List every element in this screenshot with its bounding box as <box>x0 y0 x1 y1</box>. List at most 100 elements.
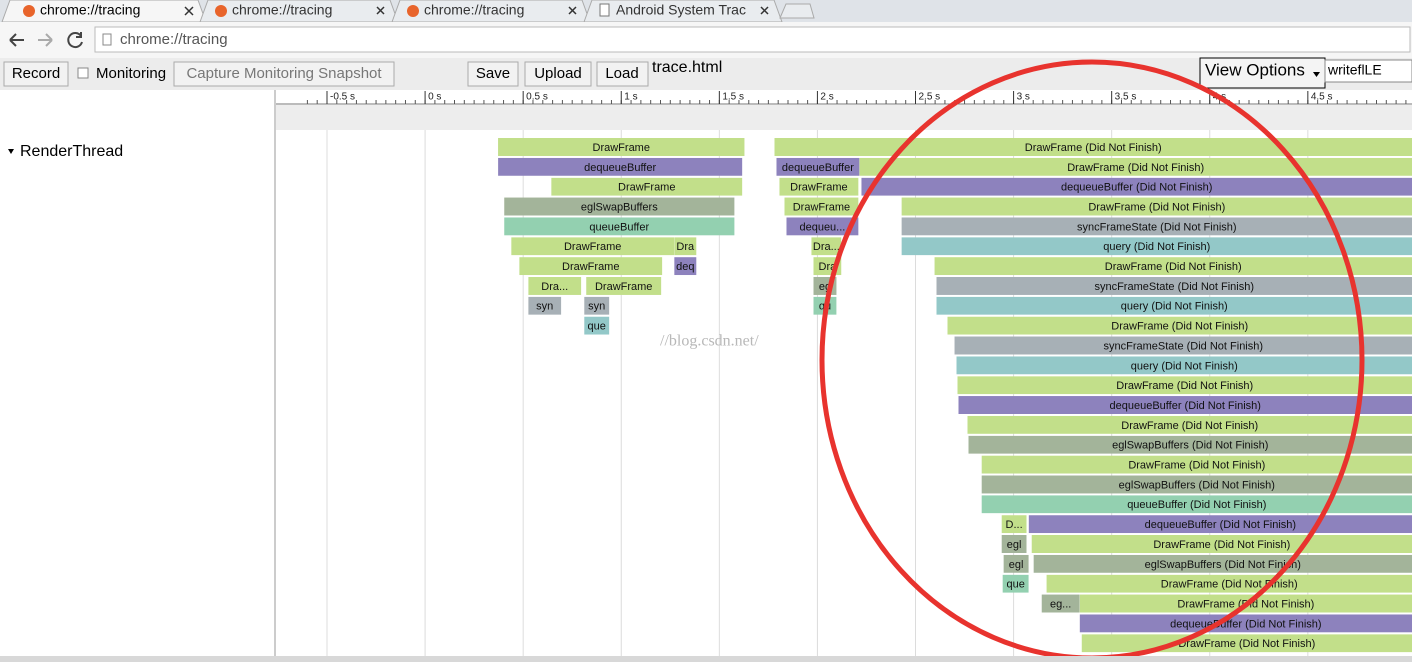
slice-bar <box>981 495 1412 514</box>
expand-arrow[interactable] <box>8 149 14 154</box>
slice: DrawFrame (Did Not Finish) <box>957 376 1412 395</box>
tab-title: chrome://tracing <box>424 2 524 18</box>
slice-label: dequeueBuffer <box>584 162 656 174</box>
slice-bar <box>1031 535 1412 553</box>
slice-label: DrawFrame (Did Not Finish) <box>1153 539 1290 551</box>
scrollbar[interactable] <box>0 656 1412 662</box>
slice: egl <box>1003 554 1029 573</box>
filename: trace.html <box>652 59 722 76</box>
slice: syncFrameState (Did Not Finish) <box>901 217 1412 236</box>
slice-label: DrawFrame <box>618 182 675 194</box>
slice-bar <box>901 217 1412 236</box>
slice-bar <box>528 276 582 295</box>
slice: DrawFrame (Did Not Finish) <box>774 138 1412 156</box>
slice: syncFrameState (Did Not Finish) <box>936 276 1412 295</box>
address-input[interactable] <box>94 26 1411 53</box>
slice-bar <box>901 237 1412 256</box>
slice-label: deq <box>676 261 694 273</box>
x-tick-label: 2 s <box>820 92 833 103</box>
slice-bar <box>528 296 562 315</box>
slice-label: DrawFrame (Did Not Finish) <box>1067 162 1204 174</box>
slice-bar <box>934 257 1412 276</box>
slice: eglSwapBuffers <box>504 197 735 216</box>
slice: syncFrameState (Did Not Finish) <box>954 336 1412 355</box>
slice-bar <box>498 157 743 176</box>
slice: DrawFrame (Did Not Finish) <box>1081 634 1412 653</box>
slice: dequeu... <box>786 217 859 236</box>
slice-bar <box>947 316 1412 335</box>
slice-label: Dra... <box>813 241 840 253</box>
slice-bar <box>779 177 859 196</box>
x-tick-label: 1 s <box>624 92 637 103</box>
slice-label: query (Did Not Finish) <box>1103 241 1210 253</box>
slice-bar <box>981 475 1412 494</box>
slice-bar <box>1003 554 1029 573</box>
new-tab-button[interactable] <box>779 3 815 19</box>
page-icon <box>102 33 112 46</box>
slice: DrawFrame (Did Not Finish) <box>981 455 1412 474</box>
x-tick-label: 4.5 s <box>1311 92 1333 103</box>
slice: DrawFrame (Did Not Finish) <box>901 197 1412 216</box>
slice-bar <box>776 157 860 176</box>
tab[interactable]: Android System Trac <box>583 0 783 23</box>
slice: eg... <box>1041 594 1080 613</box>
slice: deq <box>674 257 697 276</box>
save-button[interactable] <box>467 61 519 87</box>
upload-button[interactable] <box>524 61 592 87</box>
tab-title: Android System Trac <box>616 2 746 18</box>
monitoring-checkbox[interactable] <box>77 67 89 79</box>
slice-label: DrawFrame (Did Not Finish) <box>1121 420 1258 432</box>
slice: dequeueBuffer (Did Not Finish) <box>958 396 1412 415</box>
slice-label: D... <box>1006 519 1023 531</box>
slice: DrawFrame <box>586 276 662 295</box>
slice-bar <box>1046 574 1412 593</box>
slice-bar <box>968 435 1412 454</box>
tab[interactable]: chrome://tracing <box>1 0 207 23</box>
slice-label: eg... <box>1050 598 1071 610</box>
slice: Dra... <box>811 237 842 256</box>
slice: eglSwapBuffers (Did Not Finish) <box>1033 554 1412 573</box>
slice-label: syn <box>588 301 605 313</box>
slice: dequeueBuffer (Did Not Finish) <box>1079 614 1412 633</box>
slice-label: queueBuffer <box>589 221 649 233</box>
slice: egl <box>1001 535 1027 553</box>
load-button[interactable] <box>596 61 649 87</box>
slice-label: DrawFrame (Did Not Finish) <box>1088 201 1225 213</box>
slice-label: DrawFrame <box>564 241 621 253</box>
record-button[interactable] <box>3 61 69 87</box>
slice: Dra... <box>528 276 582 295</box>
x-tick-label: 1.5 s <box>722 92 744 103</box>
slice-label: query (Did Not Finish) <box>1131 360 1238 372</box>
tab[interactable]: chrome://tracing <box>391 0 591 23</box>
forward-button[interactable] <box>38 33 53 47</box>
tab[interactable]: chrome://tracing <box>199 0 399 23</box>
slices: DrawFrame DrawFrame (Did Not Finish) deque… <box>498 138 1412 653</box>
slice-bar <box>504 217 735 236</box>
slice-label: DrawFrame (Did Not Finish) <box>1178 638 1315 650</box>
slice-label: eglSwapBuffers <box>581 201 658 213</box>
slice: DrawFrame (Did Not Finish) <box>1046 574 1412 593</box>
slice-bar <box>958 396 1412 415</box>
search-input[interactable] <box>1324 59 1412 83</box>
slice-bar <box>956 356 1412 375</box>
button-label: Save <box>476 65 510 82</box>
slice: DrawFrame <box>784 197 859 216</box>
slice-bar <box>511 237 675 256</box>
back-button[interactable] <box>9 33 24 47</box>
slice: DrawFrame <box>498 138 745 156</box>
slice-label: DrawFrame <box>793 201 850 213</box>
slice: query (Did Not Finish) <box>956 356 1412 375</box>
button-label: View Options <box>1205 60 1305 79</box>
button-label: Load <box>605 65 638 82</box>
x-tick-label: 3.5 s <box>1115 92 1137 103</box>
slice: DrawFrame <box>519 257 663 276</box>
slice-bar <box>811 237 842 256</box>
slice-label: que <box>1006 579 1024 591</box>
reload-button[interactable] <box>67 32 83 49</box>
tab-title: chrome://tracing <box>232 2 332 18</box>
capture-button[interactable] <box>173 61 395 87</box>
slice: que <box>584 316 610 335</box>
slice: DrawFrame <box>551 177 743 196</box>
slice-label: egl <box>1009 559 1024 571</box>
